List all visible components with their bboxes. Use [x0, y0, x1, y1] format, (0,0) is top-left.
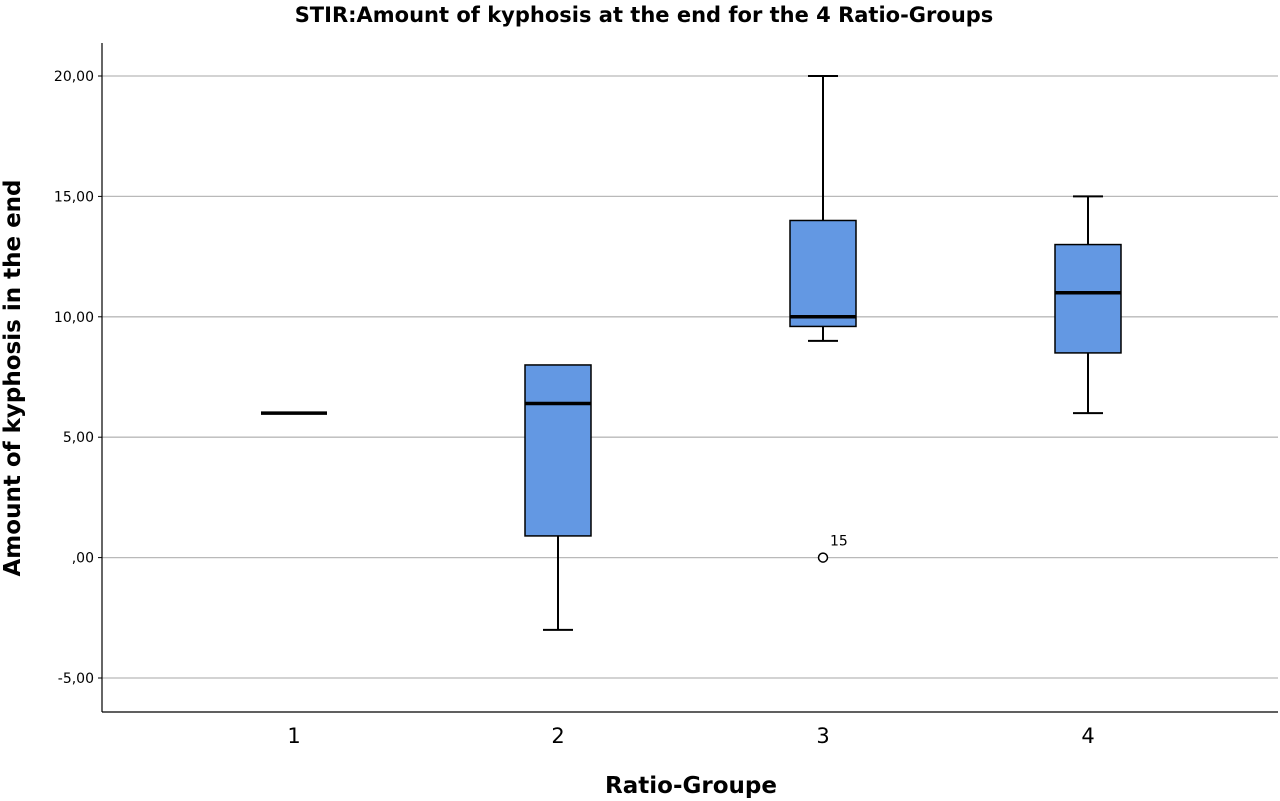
- boxes: 15: [261, 75, 1122, 631]
- y-tick-label: 5,00: [63, 430, 94, 446]
- x-tick-label: 3: [816, 724, 829, 748]
- box-group: [524, 364, 592, 631]
- y-tick-labels: -5,00 ,00 5,00 10,00 15,00 20,00: [54, 69, 94, 687]
- axes: [98, 43, 1278, 713]
- x-tick-label: 1: [287, 724, 300, 748]
- x-tick-labels: 1 2 3 4: [287, 724, 1094, 748]
- box-iqr: [1054, 243, 1122, 354]
- outlier-point: [817, 552, 829, 563]
- box-group: [789, 75, 857, 342]
- y-tick-label: 20,00: [54, 69, 94, 85]
- x-tick-label: 4: [1081, 724, 1094, 748]
- grid-lines: [102, 75, 1278, 679]
- box-iqr: [789, 219, 857, 328]
- y-tick-label: ,00: [72, 551, 94, 567]
- y-tick-label: 10,00: [54, 310, 94, 326]
- box-iqr: [524, 364, 592, 537]
- chart-title: STIR:Amount of kyphosis at the end for t…: [295, 3, 994, 27]
- box-group: [1054, 195, 1122, 415]
- y-axis-title: Amount of kyphosis in the end: [0, 179, 26, 576]
- outlier-label: 15: [830, 534, 848, 550]
- y-tick-label: 15,00: [54, 189, 94, 205]
- x-tick-label: 2: [551, 724, 564, 748]
- y-tick-label: -5,00: [58, 671, 94, 687]
- x-axis-title: Ratio-Groupe: [605, 773, 777, 799]
